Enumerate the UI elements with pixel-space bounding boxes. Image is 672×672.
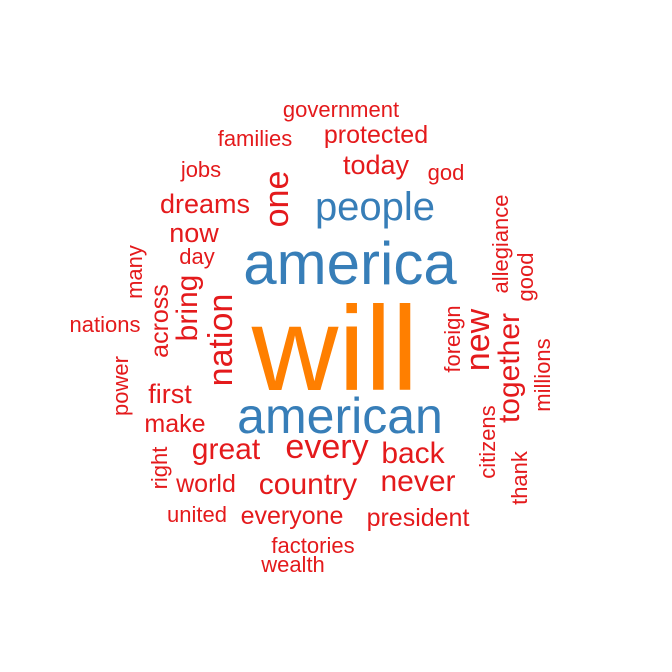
word-world: world xyxy=(175,470,236,498)
word-will: will xyxy=(251,282,419,416)
word-thank: thank xyxy=(507,450,532,505)
word-nation: nation xyxy=(202,294,240,387)
word-right: right xyxy=(147,447,172,490)
word-jobs: jobs xyxy=(180,157,221,182)
word-everyone: everyone xyxy=(241,502,344,530)
word-today: today xyxy=(343,150,410,180)
word-america: america xyxy=(243,230,457,297)
word-country: country xyxy=(259,468,357,501)
word-great: great xyxy=(192,433,261,466)
word-families: families xyxy=(218,126,293,151)
word-foreign: foreign xyxy=(440,305,465,372)
word-factories: factories xyxy=(271,533,354,558)
word-every: every xyxy=(285,428,368,466)
word-american: american xyxy=(237,388,443,444)
word-people: people xyxy=(315,185,435,229)
word-wealth: wealth xyxy=(260,552,325,577)
word-dreams: dreams xyxy=(160,189,250,219)
word-government: government xyxy=(283,97,399,122)
word-back: back xyxy=(381,437,445,470)
word-together: together xyxy=(493,313,526,423)
word-make: make xyxy=(144,410,205,438)
word-god: god xyxy=(428,160,465,185)
word-never: never xyxy=(380,465,455,498)
word-nations: nations xyxy=(70,312,141,337)
word-president: president xyxy=(367,504,470,532)
word-one: one xyxy=(258,171,296,228)
word-first: first xyxy=(148,379,192,409)
word-allegiance: allegiance xyxy=(488,194,513,293)
word-citizens: citizens xyxy=(475,405,500,478)
word-power: power xyxy=(108,356,133,416)
word-good: good xyxy=(513,253,538,302)
word-bring: bring xyxy=(171,275,204,342)
word-now: now xyxy=(169,218,219,248)
word-united: united xyxy=(167,502,227,527)
word-many: many xyxy=(122,245,147,299)
word-across: across xyxy=(146,284,174,358)
word-millions: millions xyxy=(530,338,555,411)
word-new: new xyxy=(459,308,497,371)
word-day: day xyxy=(179,244,214,269)
word-protected: protected xyxy=(324,121,428,149)
